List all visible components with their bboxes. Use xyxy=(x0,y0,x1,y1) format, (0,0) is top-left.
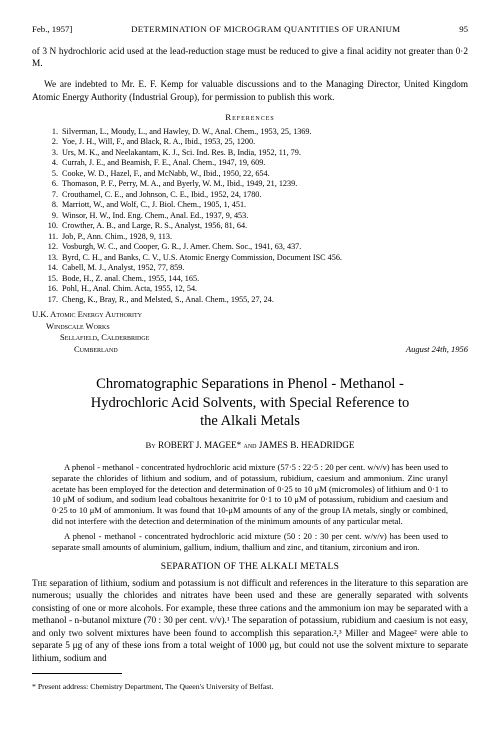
reference-text: Bode, H., Z. anal. Chem., 1955, 144, 165… xyxy=(62,274,468,285)
reference-item: 2.Yoe, J. H., Will, F., and Black, R. A.… xyxy=(42,137,468,148)
affil-line-2: Windscale Works xyxy=(32,321,149,332)
reference-text: Yoe, J. H., Will, F., and Black, R. A., … xyxy=(62,137,468,148)
reference-number: 9. xyxy=(42,211,62,222)
section-heading: SEPARATION OF THE ALKALI METALS xyxy=(32,561,468,574)
reference-item: 7.Crouthamel, C. E., and Johnson, C. E.,… xyxy=(42,190,468,201)
reference-number: 16. xyxy=(42,284,62,295)
reference-number: 1. xyxy=(42,127,62,138)
reference-item: 4.Currah, J. E., and Beamish, F. E., Ana… xyxy=(42,158,468,169)
reference-number: 2. xyxy=(42,137,62,148)
footnote: * Present address: Chemistry Department,… xyxy=(32,682,468,693)
reference-item: 8.Marriott, W., and Wolf, C., J. Biol. C… xyxy=(42,200,468,211)
title-line-3: the Alkali Metals xyxy=(200,413,300,429)
reference-item: 1.Silverman, L., Moudy, L., and Hawley, … xyxy=(42,127,468,138)
reference-text: Vosburgh, W. C., and Cooper, G. R., J. A… xyxy=(62,242,468,253)
author-names: ROBERT J. MAGEE* and JAMES B. HEADRIDGE xyxy=(158,440,355,450)
reference-item: 9.Winsor, H. W., Ind. Eng. Chem., Anal. … xyxy=(42,211,468,222)
submission-date: August 24th, 1956 xyxy=(406,344,468,355)
reference-text: Cabell, M. J., Analyst, 1952, 77, 859. xyxy=(62,263,468,274)
affil-line-1: U.K. Atomic Energy Authority xyxy=(32,309,149,320)
reference-item: 12.Vosburgh, W. C., and Cooper, G. R., J… xyxy=(42,242,468,253)
running-header: Feb., 1957] DETERMINATION OF MICROGRAM Q… xyxy=(32,24,468,36)
reference-item: 3.Urs, M. K., and Neelakantam, K. J., Sc… xyxy=(42,148,468,159)
abstract-p2: A phenol - methanol - concentrated hydro… xyxy=(52,531,448,553)
reference-number: 4. xyxy=(42,158,62,169)
header-date: Feb., 1957] xyxy=(32,24,72,36)
page-number: 95 xyxy=(459,24,468,36)
reference-text: Currah, J. E., and Beamish, F. E., Anal.… xyxy=(62,158,468,169)
reference-text: Pohl, H., Anal. Chim. Acta, 1955, 12, 54… xyxy=(62,284,468,295)
page: Feb., 1957] DETERMINATION OF MICROGRAM Q… xyxy=(0,0,500,713)
body-p1-rest: separation of lithium, sodium and potass… xyxy=(32,579,468,664)
reference-text: Silverman, L., Moudy, L., and Hawley, D.… xyxy=(62,127,468,138)
reference-number: 12. xyxy=(42,242,62,253)
authors-line: By ROBERT J. MAGEE* and JAMES B. HEADRID… xyxy=(32,439,468,452)
footnote-rule xyxy=(32,673,122,674)
reference-item: 15.Bode, H., Z. anal. Chem., 1955, 144, … xyxy=(42,274,468,285)
reference-number: 15. xyxy=(42,274,62,285)
article-title: Chromatographic Separations in Phenol - … xyxy=(44,375,456,431)
reference-text: Urs, M. K., and Neelakantam, K. J., Sci.… xyxy=(62,148,468,159)
prev-article-p2: We are indebted to Mr. E. F. Kemp for va… xyxy=(32,79,468,104)
reference-number: 5. xyxy=(42,169,62,180)
reference-number: 8. xyxy=(42,200,62,211)
reference-item: 5.Cooke, W. D., Hazel, F., and McNabb, W… xyxy=(42,169,468,180)
reference-text: Crowther, A. B., and Large, R. S., Analy… xyxy=(62,221,468,232)
reference-number: 6. xyxy=(42,179,62,190)
reference-text: Thomason, P. F., Perry, M. A., and Byerl… xyxy=(62,179,468,190)
affiliation-address: U.K. Atomic Energy Authority Windscale W… xyxy=(32,309,149,355)
reference-text: Winsor, H. W., Ind. Eng. Chem., Anal. Ed… xyxy=(62,211,468,222)
affiliation-block: U.K. Atomic Energy Authority Windscale W… xyxy=(32,309,468,355)
reference-number: 17. xyxy=(42,295,62,306)
reference-number: 14. xyxy=(42,263,62,274)
abstract-p1: A phenol - methanol - concentrated hydro… xyxy=(52,462,448,527)
body-p1: The separation of lithium, sodium and po… xyxy=(32,578,468,666)
affil-line-3: Sellafield, Calderbridge xyxy=(32,332,149,343)
reference-number: 3. xyxy=(42,148,62,159)
references-heading: References xyxy=(32,112,468,124)
by-label: By xyxy=(145,440,155,450)
title-line-2: Hydrochloric Acid Solvents, with Special… xyxy=(91,395,410,411)
reference-item: 17.Cheng, K., Bray, R., and Melsted, S.,… xyxy=(42,295,468,306)
title-line-1: Chromatographic Separations in Phenol - … xyxy=(96,376,404,392)
reference-number: 11. xyxy=(42,232,62,243)
header-title: DETERMINATION OF MICROGRAM QUANTITIES OF… xyxy=(131,24,400,36)
reference-text: Marriott, W., and Wolf, C., J. Biol. Che… xyxy=(62,200,468,211)
reference-text: Crouthamel, C. E., and Johnson, C. E., I… xyxy=(62,190,468,201)
reference-number: 13. xyxy=(42,253,62,264)
prev-article-p1: of 3 N hydrochloric acid used at the lea… xyxy=(32,46,468,71)
reference-text: Job, P., Ann. Chim., 1928, 9, 113. xyxy=(62,232,468,243)
reference-number: 10. xyxy=(42,221,62,232)
and-label: and xyxy=(244,440,257,450)
reference-number: 7. xyxy=(42,190,62,201)
body-p1-lead: The xyxy=(32,579,47,589)
reference-item: 16.Pohl, H., Anal. Chim. Acta, 1955, 12,… xyxy=(42,284,468,295)
reference-text: Byrd, C. H., and Banks, C. V., U.S. Atom… xyxy=(62,253,468,264)
reference-text: Cooke, W. D., Hazel, F., and McNabb, W.,… xyxy=(62,169,468,180)
reference-text: Cheng, K., Bray, R., and Melsted, S., An… xyxy=(62,295,468,306)
references-list: 1.Silverman, L., Moudy, L., and Hawley, … xyxy=(42,127,468,306)
reference-item: 13.Byrd, C. H., and Banks, C. V., U.S. A… xyxy=(42,253,468,264)
reference-item: 14.Cabell, M. J., Analyst, 1952, 77, 859… xyxy=(42,263,468,274)
reference-item: 11.Job, P., Ann. Chim., 1928, 9, 113. xyxy=(42,232,468,243)
affil-line-4: Cumberland xyxy=(32,344,149,355)
reference-item: 6.Thomason, P. F., Perry, M. A., and Bye… xyxy=(42,179,468,190)
reference-item: 10.Crowther, A. B., and Large, R. S., An… xyxy=(42,221,468,232)
